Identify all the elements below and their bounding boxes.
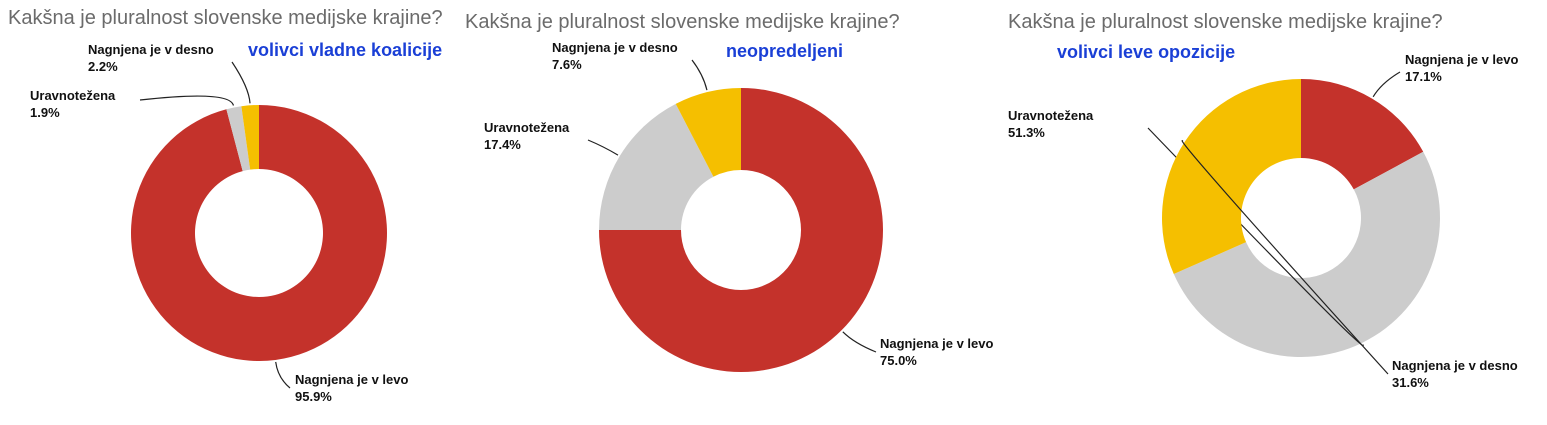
slice-value: 51.3% [1008,125,1045,140]
donut-slice [241,105,259,170]
leader-line [231,61,251,104]
slice-label: Nagnjena je v levo [295,372,408,387]
chart-subtitle: neopredeljeni [726,41,843,61]
leader-line [275,361,291,389]
chart-subtitle: volivci vladne koalicije [248,40,442,60]
donut-slice [1162,79,1301,275]
slice-label: Nagnjena je v desno [1392,358,1518,373]
slice-label: Nagnjena je v desno [88,42,214,57]
slice-value: 95.9% [295,389,332,404]
chart-subtitle: volivci leve opozicije [1057,42,1235,62]
donut-slice [599,88,883,372]
slice-value: 7.6% [552,57,582,72]
donut-slice [131,105,387,361]
donut-chart: Kakšna je pluralnost slovenske medijske … [1008,11,1518,390]
donut-chart: Kakšna je pluralnost slovenske medijske … [8,7,443,404]
slice-value: 1.9% [30,105,60,120]
leader-line [842,331,877,353]
slice-value: 17.4% [484,137,521,152]
donut-slice [675,88,741,177]
chart-title: Kakšna je pluralnost slovenske medijske … [465,11,900,33]
donut-slice [1173,151,1441,357]
leader-line [1372,71,1401,98]
slice-label: Nagnjena je v levo [880,336,993,351]
leader-line [587,139,619,156]
slice-value: 31.6% [1392,375,1429,390]
donut-chart: Kakšna je pluralnost slovenske medijske … [465,11,993,372]
chart-title: Kakšna je pluralnost slovenske medijske … [1008,11,1443,33]
leader-line [691,59,708,91]
slice-label: Uravnotežena [30,88,116,103]
slice-label: Uravnotežena [1008,108,1094,123]
slice-value: 17.1% [1405,69,1442,84]
leader-line [1181,140,1389,375]
donut-slice [1301,79,1424,190]
slice-label: Nagnjena je v levo [1405,52,1518,67]
slice-label: Nagnjena je v desno [552,40,678,55]
leader-line [139,95,235,106]
slice-value: 2.2% [88,59,118,74]
donut-slice [599,103,714,230]
donut-slice [226,106,251,172]
slice-label: Uravnotežena [484,120,570,135]
slice-value: 75.0% [880,353,917,368]
chart-title: Kakšna je pluralnost slovenske medijske … [8,7,443,29]
